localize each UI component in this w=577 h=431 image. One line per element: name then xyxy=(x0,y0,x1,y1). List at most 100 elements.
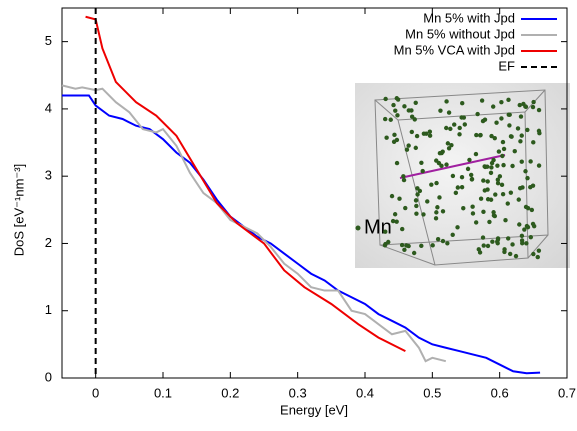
inset-dot xyxy=(519,133,524,138)
inset-dot xyxy=(500,191,506,197)
inset-dot xyxy=(523,169,528,174)
inset-dot xyxy=(506,97,511,103)
inset-dot xyxy=(397,196,402,201)
inset-dot xyxy=(485,187,490,192)
inset-dot xyxy=(478,196,484,201)
inset-dot xyxy=(491,213,497,218)
inset-dot xyxy=(507,123,512,128)
inset-dot xyxy=(427,133,433,138)
inset-dot xyxy=(500,153,505,159)
inset-dot xyxy=(459,184,465,190)
inset-dot xyxy=(481,178,486,183)
inset-dot xyxy=(409,129,415,135)
inset-dot xyxy=(470,204,475,209)
line xyxy=(85,15,406,352)
cube xyxy=(374,89,549,266)
inset-dot xyxy=(495,181,501,186)
inset-dot xyxy=(409,114,415,119)
inset-dot xyxy=(531,251,536,257)
inset-dot xyxy=(425,199,430,204)
inset-line xyxy=(399,154,506,179)
inset-dot xyxy=(518,114,524,119)
y-tick-label: 1 xyxy=(45,302,52,317)
x-tick-label: 0.7 xyxy=(558,385,576,400)
inset-dot xyxy=(459,174,465,180)
inset-dot xyxy=(391,102,396,108)
inset-dot xyxy=(474,132,479,138)
inset-dot xyxy=(444,125,449,131)
inset-dot xyxy=(524,241,529,246)
inset-dot xyxy=(401,174,406,179)
line xyxy=(62,94,541,375)
inset-dot xyxy=(417,188,423,194)
inset-dot xyxy=(401,177,407,183)
y-tick-label: 4 xyxy=(45,100,52,115)
inset-dot xyxy=(517,102,522,108)
inset-dot xyxy=(383,229,388,234)
inset-dot xyxy=(450,232,455,237)
inset-dot xyxy=(445,141,451,146)
inset-dot xyxy=(508,190,514,195)
inset-dot xyxy=(494,120,499,125)
inset-dot xyxy=(530,221,536,227)
inset-dot xyxy=(450,173,456,179)
inset-dot xyxy=(523,104,528,109)
inset-dot xyxy=(394,219,399,224)
inset-dot xyxy=(465,166,471,172)
inset-dot xyxy=(390,218,396,224)
inset-dot xyxy=(488,170,494,176)
inset-dot xyxy=(453,190,459,196)
inset-dot xyxy=(485,179,490,184)
inset-dot xyxy=(525,127,530,133)
inset-dot xyxy=(389,193,395,199)
inset-dot xyxy=(434,180,439,186)
legend-label: Mn 5% without Jpd xyxy=(405,26,515,41)
inset-dot xyxy=(404,147,410,152)
inset-dot xyxy=(495,177,501,182)
inset-dot xyxy=(399,242,405,248)
x-tick-label: 0 xyxy=(92,385,99,400)
inset-dot xyxy=(394,137,400,143)
inset-dot xyxy=(510,163,515,169)
x-tick-label: 0.2 xyxy=(221,385,239,400)
inset-dot xyxy=(497,174,503,179)
inset-dot xyxy=(499,116,504,121)
inset-dot xyxy=(402,247,407,252)
x-tick-label: 0.5 xyxy=(423,385,441,400)
inset-dot xyxy=(468,172,474,178)
inset-dot xyxy=(485,243,491,249)
inset-dot xyxy=(482,164,487,169)
inset-dot xyxy=(437,195,442,200)
inset-dot xyxy=(440,209,446,214)
inset-dot xyxy=(393,108,398,113)
x-tick-label: 0.4 xyxy=(356,385,374,400)
inset-dot xyxy=(403,205,408,211)
inset-dot xyxy=(421,131,427,136)
inset-dot xyxy=(455,225,460,230)
inset-dot xyxy=(530,104,536,110)
legend-label: Mn 5% with Jpd xyxy=(423,10,515,25)
plot-frame xyxy=(61,7,568,379)
inset-label: Mn xyxy=(364,216,392,238)
x-tick-label: 0.3 xyxy=(289,385,307,400)
inset-dot xyxy=(383,116,388,122)
inset-dot xyxy=(536,163,542,168)
inset-dot xyxy=(505,201,510,206)
y-axis-label: DoS [eV⁻¹nm⁻³] xyxy=(11,164,26,256)
inset-dot xyxy=(500,139,506,145)
inset-dot xyxy=(519,159,524,164)
inset-dot xyxy=(460,101,465,106)
inset-dot xyxy=(435,205,440,210)
inset-dot xyxy=(457,132,462,137)
inset-dot xyxy=(448,126,453,132)
inset-dot xyxy=(493,192,498,197)
inset-dot xyxy=(452,122,457,127)
x-tick-label: 0.6 xyxy=(491,385,509,400)
inset-dot xyxy=(475,111,480,117)
inset-dot xyxy=(512,148,517,154)
inset-dot xyxy=(524,223,530,229)
inset-dot xyxy=(495,163,500,168)
inset-dot xyxy=(489,165,494,170)
x-axis-label: Energy [eV] xyxy=(280,402,348,417)
